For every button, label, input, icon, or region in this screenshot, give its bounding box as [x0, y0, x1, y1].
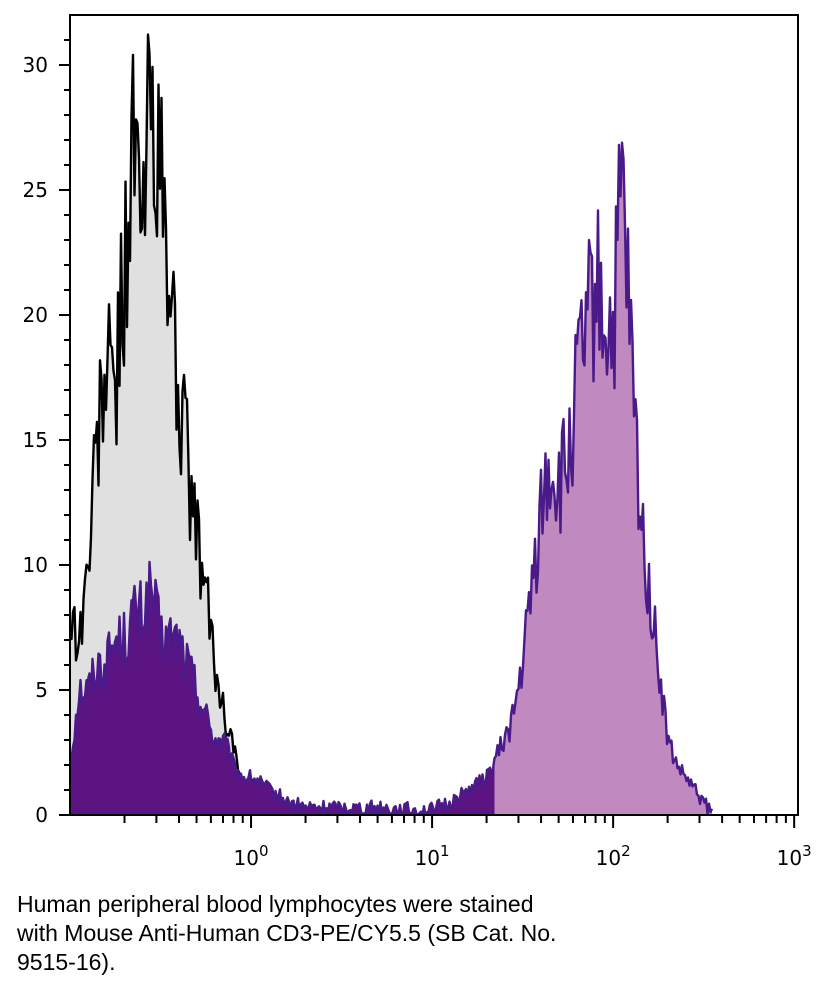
x-tick-base: 10	[596, 846, 621, 870]
x-tick-exponent: 3	[802, 842, 812, 860]
y-tick-label: 20	[23, 303, 48, 327]
y-tick-label: 15	[23, 428, 48, 452]
x-tick-base: 10	[777, 846, 802, 870]
x-tick-base: 10	[415, 846, 440, 870]
series-fill-cd3-pe-cy5-5	[70, 142, 712, 815]
x-tick-label: 100	[234, 842, 269, 870]
y-tick-label: 10	[23, 553, 48, 577]
x-axis: 100 101 102 103	[123, 815, 812, 870]
x-tick-base: 10	[234, 846, 259, 870]
y-tick-label: 0	[35, 803, 48, 827]
y-axis: 0 5 10 15 20 25 30	[23, 39, 70, 827]
series-fill-isotype-control	[70, 34, 259, 815]
x-tick-exponent: 2	[621, 842, 631, 860]
figure-caption: Human peripheral blood lymphocytes were …	[17, 890, 717, 977]
x-tick-label: 103	[777, 842, 812, 870]
y-tick-label: 25	[23, 178, 48, 202]
x-tick-exponent: 0	[259, 842, 269, 860]
x-tick-label: 101	[415, 842, 450, 870]
x-tick-label: 102	[596, 842, 631, 870]
y-tick-label: 30	[23, 53, 48, 77]
x-tick-exponent: 1	[440, 842, 450, 860]
series-line-isotype-control	[70, 33, 261, 813]
caption-line: Human peripheral blood lymphocytes were …	[17, 891, 534, 917]
y-tick-label: 5	[35, 678, 48, 702]
caption-line: with Mouse Anti-Human CD3-PE/CY5.5 (SB C…	[17, 920, 557, 946]
caption-line: 9515-16).	[17, 949, 116, 975]
